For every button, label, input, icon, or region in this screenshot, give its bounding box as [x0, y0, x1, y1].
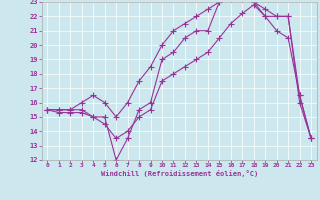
- X-axis label: Windchill (Refroidissement éolien,°C): Windchill (Refroidissement éolien,°C): [100, 170, 258, 177]
